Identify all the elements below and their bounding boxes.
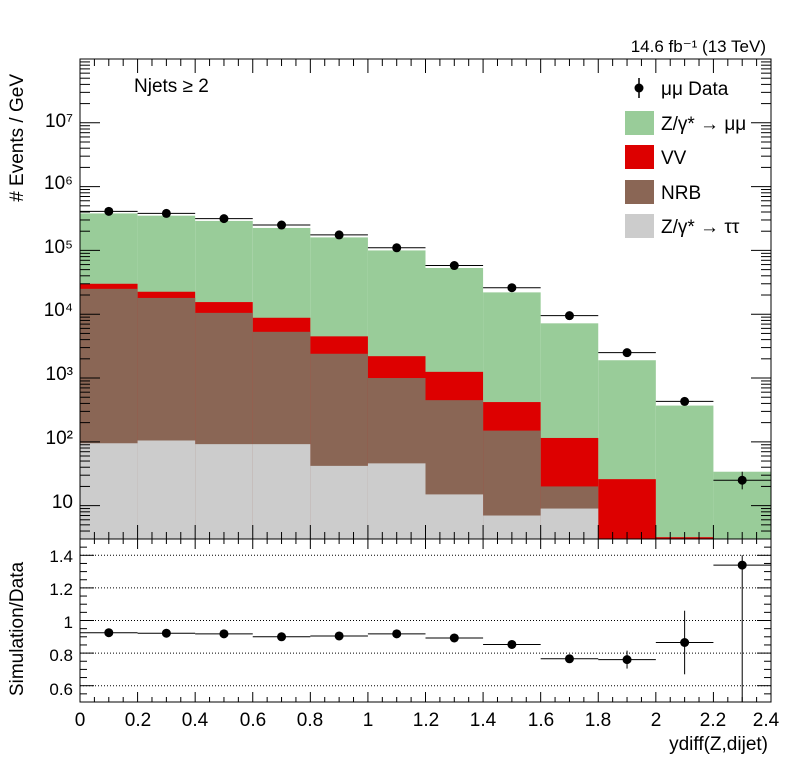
ratio-point bbox=[334, 631, 344, 641]
x-tick-label: 2.2 bbox=[700, 710, 726, 731]
ratio-y-tick-labels: 0.6 0.8 1 1.2 1.4 bbox=[49, 547, 73, 699]
ratio-points bbox=[80, 555, 771, 702]
bar-tt bbox=[195, 444, 253, 539]
legend-label: NRB bbox=[661, 183, 701, 204]
legend-swatch-tt bbox=[625, 214, 654, 238]
legend-label: Z/γ* → ττ bbox=[661, 217, 740, 238]
data-point bbox=[622, 348, 632, 358]
x-tick-labels: 0 0.2 0.4 0.6 0.8 1 1.2 1.4 1.6 1.8 2 2.… bbox=[75, 710, 780, 731]
data-point bbox=[277, 220, 287, 230]
ratio-point bbox=[392, 629, 402, 639]
data-point bbox=[392, 243, 402, 253]
y-tick-label: 10⁶ bbox=[44, 173, 73, 194]
ratio-gridlines bbox=[80, 554, 771, 687]
legend: μμ Data Z/γ* → μμ VV NRB Z/γ* → ττ bbox=[625, 78, 746, 238]
bar-tt bbox=[425, 494, 484, 539]
ratio-point bbox=[564, 654, 574, 664]
ratio-y-axis-title: Simulation/Data bbox=[7, 562, 28, 697]
ratio-point bbox=[161, 628, 171, 638]
x-tick-label: 0 bbox=[75, 710, 86, 731]
bar-tt bbox=[367, 463, 426, 539]
x-tick-label: 0.4 bbox=[182, 710, 209, 731]
data-point bbox=[680, 396, 690, 406]
legend-label: Z/γ* → μμ bbox=[661, 114, 746, 135]
x-tick-label: 1.4 bbox=[470, 710, 497, 731]
legend-data-marker bbox=[634, 83, 644, 93]
bar-tt bbox=[252, 444, 311, 539]
y-tick-label: 10 bbox=[52, 492, 73, 513]
ratio-y-ticks bbox=[80, 538, 771, 703]
data-point bbox=[104, 206, 114, 216]
ratio-tick-label: 0.6 bbox=[49, 680, 73, 699]
ratio-point bbox=[680, 638, 690, 648]
legend-entry-nrb: NRB bbox=[625, 180, 701, 204]
ratio-point bbox=[104, 628, 114, 638]
stacked-histogram bbox=[80, 213, 771, 540]
ratio-tick-label: 0.8 bbox=[49, 646, 73, 665]
bar-vv bbox=[598, 479, 656, 539]
lumi-label: 14.6 fb⁻¹ (13 TeV) bbox=[631, 37, 766, 56]
data-point bbox=[737, 475, 747, 485]
ratio-point bbox=[507, 639, 517, 649]
main-x-ticks bbox=[79, 59, 772, 539]
bar-tt bbox=[80, 443, 138, 539]
y-tick-label: 10³ bbox=[46, 364, 73, 385]
legend-label: VV bbox=[661, 148, 687, 169]
main-y-ticks bbox=[80, 58, 771, 540]
data-point bbox=[507, 283, 517, 293]
x-tick-label: 1.8 bbox=[585, 710, 611, 731]
y-tick-label: 10⁵ bbox=[44, 237, 73, 258]
x-tick-label: 1.6 bbox=[528, 710, 554, 731]
bar-tt bbox=[137, 440, 196, 539]
y-tick-label: 10² bbox=[46, 428, 73, 449]
ratio-point bbox=[277, 632, 287, 642]
x-tick-label: 1.2 bbox=[413, 710, 439, 731]
x-axis-title: ydiff(Z,dijet) bbox=[669, 734, 768, 755]
legend-entry-vv: VV bbox=[625, 145, 687, 169]
x-tick-label: 0.8 bbox=[297, 710, 323, 731]
x-tick-label: 2 bbox=[651, 710, 662, 731]
ratio-point bbox=[219, 629, 229, 639]
ratio-point bbox=[622, 655, 632, 665]
selection-label: Njets ≥ 2 bbox=[134, 76, 209, 97]
data-points bbox=[80, 206, 771, 490]
legend-swatch-nrb bbox=[625, 180, 654, 204]
bar-tt bbox=[310, 465, 368, 539]
legend-label: μμ Data bbox=[661, 79, 729, 100]
data-point bbox=[564, 311, 574, 321]
ratio-tick-label: 1.2 bbox=[49, 580, 73, 599]
ratio-tick-label: 1 bbox=[64, 613, 73, 632]
legend-swatch-dy bbox=[625, 111, 654, 135]
x-tick-label: 0.2 bbox=[125, 710, 151, 731]
legend-entry-dy: Z/γ* → μμ bbox=[625, 111, 746, 135]
legend-entry-data: μμ Data bbox=[634, 78, 729, 100]
data-point bbox=[449, 261, 459, 271]
x-tick-label: 2.4 bbox=[753, 710, 780, 731]
ratio-point bbox=[737, 560, 747, 570]
data-point bbox=[161, 208, 171, 218]
y-tick-label: 10⁷ bbox=[45, 111, 73, 132]
y-axis-title: # Events / GeV bbox=[7, 74, 28, 202]
ratio-point bbox=[449, 633, 459, 643]
data-point bbox=[219, 214, 229, 224]
y-tick-label: 10⁴ bbox=[44, 300, 73, 321]
x-tick-label: 1 bbox=[363, 710, 374, 731]
bar-dy bbox=[655, 405, 714, 539]
ratio-tick-label: 1.4 bbox=[49, 547, 73, 566]
data-point bbox=[334, 230, 344, 240]
legend-swatch-vv bbox=[625, 145, 654, 169]
legend-entry-tt: Z/γ* → ττ bbox=[625, 214, 740, 238]
x-tick-label: 0.6 bbox=[240, 710, 266, 731]
y-tick-labels: 10 10² 10³ 10⁴ 10⁵ 10⁶ 10⁷ bbox=[44, 111, 73, 513]
